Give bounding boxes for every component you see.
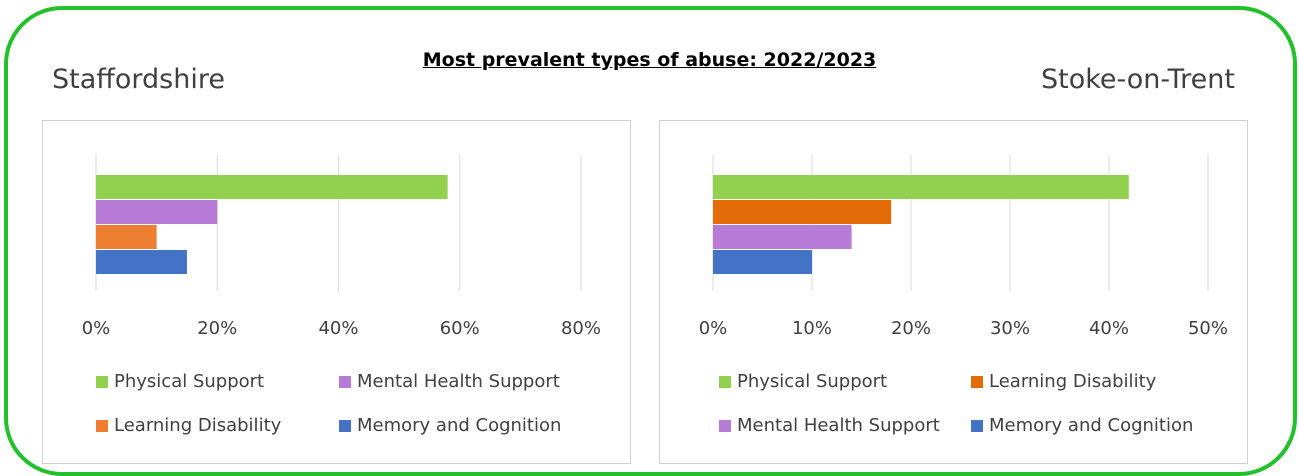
legend-item-physical-support: Physical Support <box>719 371 887 392</box>
legend-item-mental-health-support: Mental Health Support <box>719 415 940 436</box>
bar-physical-support <box>96 175 448 199</box>
chart-panel-stoke-on-trent: 0% 10% 20% 30% 40% 50% Physical Support Learn… <box>659 120 1248 464</box>
region-label-staffordshire: Staffordshire <box>52 64 225 95</box>
legend-label: Memory and Cognition <box>989 415 1194 436</box>
x-tick-label: 20% <box>891 318 931 339</box>
legend-label: Mental Health Support <box>357 371 560 392</box>
chart-staffordshire: 0% 20% 40% 60% 80% <box>82 155 601 339</box>
legend-item-memory-and-cognition: Memory and Cognition <box>971 415 1193 436</box>
bar-learning-disability <box>713 200 892 224</box>
legend-label: Physical Support <box>737 371 888 392</box>
legend-swatch <box>719 375 731 388</box>
x-tick-label: 40% <box>1089 318 1129 339</box>
x-tick-label: 80% <box>561 318 601 339</box>
legend-swatch <box>339 419 351 432</box>
bar-learning-disability <box>96 225 157 249</box>
legend-swatch <box>96 419 108 432</box>
x-tick-label: 0% <box>699 318 728 339</box>
x-tick-label: 20% <box>197 318 237 339</box>
bar-physical-support <box>713 175 1129 199</box>
chart-stoke-on-trent: 0% 10% 20% 30% 40% 50% <box>699 155 1228 339</box>
page-title: Most prevalent types of abuse: 2022/2023 <box>422 49 877 71</box>
region-label-stoke-on-trent: Stoke-on-Trent <box>1040 64 1235 95</box>
legend-swatch <box>971 419 983 432</box>
legend-label: Learning Disability <box>989 371 1157 392</box>
legend-swatch <box>339 375 351 388</box>
legend-swatch <box>719 419 731 432</box>
bar-memory-and-cognition <box>96 250 187 274</box>
legend-label: Physical Support <box>114 371 265 392</box>
legend-item-memory-and-cognition: Memory and Cognition <box>339 415 561 436</box>
legend-item-learning-disability: Learning Disability <box>971 371 1156 392</box>
x-tick-label: 60% <box>440 318 480 339</box>
bar-memory-and-cognition <box>713 250 812 274</box>
bar-mental-health-support <box>96 200 218 224</box>
rounded-frame <box>4 6 1297 476</box>
x-tick-label: 30% <box>990 318 1030 339</box>
legend-swatch <box>971 375 983 388</box>
legend-label: Learning Disability <box>114 415 282 436</box>
bar-mental-health-support <box>713 225 852 249</box>
x-tick-label: 50% <box>1188 318 1228 339</box>
legend-item-mental-health-support: Mental Health Support <box>339 371 560 392</box>
legend-item-physical-support: Physical Support <box>96 371 264 392</box>
x-tick-label: 40% <box>318 318 358 339</box>
legend-swatch <box>96 375 108 388</box>
legend-item-learning-disability: Learning Disability <box>96 415 281 436</box>
chart-panel-staffordshire: 0% 20% 40% 60% 80% Physical Support Mental H… <box>42 120 631 464</box>
x-tick-label: 10% <box>792 318 832 339</box>
x-tick-label: 0% <box>82 318 111 339</box>
legend-label: Mental Health Support <box>737 415 940 436</box>
legend-label: Memory and Cognition <box>357 415 562 436</box>
